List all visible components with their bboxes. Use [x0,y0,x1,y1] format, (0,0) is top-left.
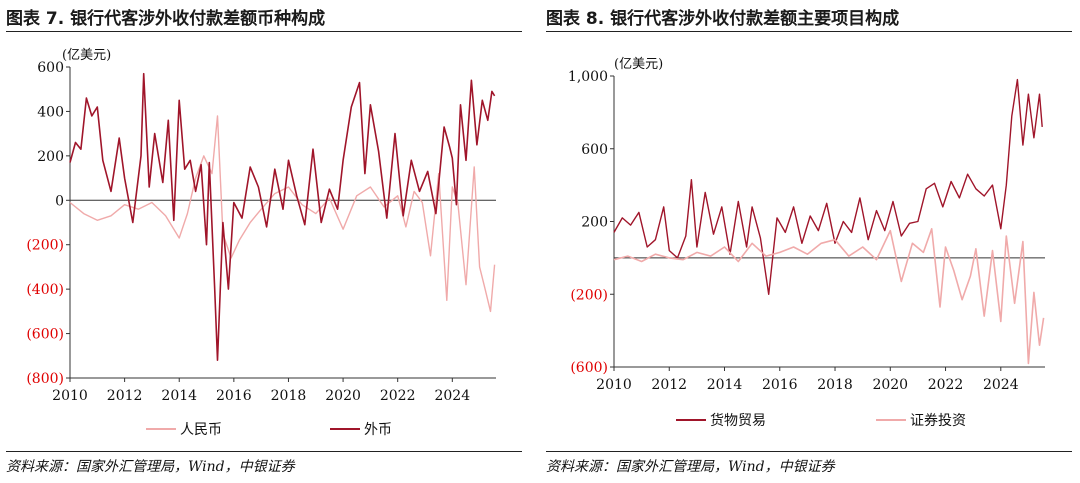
y-tick-label: (600) [26,327,64,343]
unit-label: (亿美元) [62,48,111,63]
x-tick-label: 2014 [161,388,197,404]
chart-currency-composition: (亿美元)600 400 200 0 (200) (400) (600) (800)2010 2… [26,48,496,438]
y-tick-label: 1,000 [568,69,608,85]
x-tick-label: 2018 [817,377,853,393]
chart-item-composition: (亿美元) 1,000 600 200 (200) (600)2010 2012 2014 20… [568,57,1045,429]
x-tick-label: 2020 [872,377,908,393]
x-tick-label: 2016 [762,377,798,393]
x-tick-label: 2010 [596,377,632,393]
y-tick-label: 200 [581,215,608,231]
x-tick-label: 2024 [434,388,470,404]
x-tick-label: 2020 [325,388,361,404]
x-tick-label: 2010 [52,388,88,404]
y-tick-label: (200) [26,238,64,254]
legend-label: 外币 [364,422,392,438]
x-tick-label: 2024 [983,377,1019,393]
x-tick-label: 2018 [271,388,307,404]
y-tick-label: 400 [37,104,64,120]
chart-panel-items: 图表 8. 银行代客涉外收付款差额主要项目构成 (亿美元) 1,000 600 200… [540,0,1080,483]
y-tick-label: (600) [570,360,608,376]
y-tick-label: (200) [570,287,608,303]
y-tick-label: 600 [37,60,64,76]
y-tick-label: 0 [55,193,64,209]
x-tick-label: 2012 [651,377,687,393]
chart-title: 图表 8. 银行代客涉外收付款差额主要项目构成 [546,9,900,29]
series-line-1 [613,78,1043,295]
chart-panel-currency: 图表 7. 银行代客涉外收付款差额币种构成 (亿美元) 600 400 200 0 (20… [0,0,530,483]
y-tick-label: (400) [26,282,64,298]
legend-label: 货物贸易 [710,412,766,429]
chart-title: 图表 7. 银行代客涉外收付款差额币种构成 [6,9,326,29]
series-line-2 [69,72,496,361]
legend-label: 证券投资 [910,413,966,429]
series-line-2 [613,228,1045,365]
y-tick-label: 600 [581,142,608,158]
y-tick-label: 200 [37,149,64,165]
footer-rule [6,451,522,452]
x-tick-label: 2016 [216,388,252,404]
series-line-1 [69,115,496,313]
source-note: 资料来源：国家外汇管理局，Wind，中银证券 [6,459,295,475]
legend-label: 人民币 [180,422,222,438]
footer-rule [546,451,1072,452]
y-tick-label: (800) [26,371,64,387]
x-tick-label: 2014 [707,377,743,393]
title-rule [546,31,1072,32]
x-tick-label: 2022 [928,377,964,393]
x-tick-label: 2012 [107,388,143,404]
title-rule [6,31,522,32]
source-note: 资料来源：国家外汇管理局，Wind，中银证券 [546,459,835,475]
unit-label: (亿美元) [614,57,663,72]
x-tick-label: 2022 [380,388,416,404]
